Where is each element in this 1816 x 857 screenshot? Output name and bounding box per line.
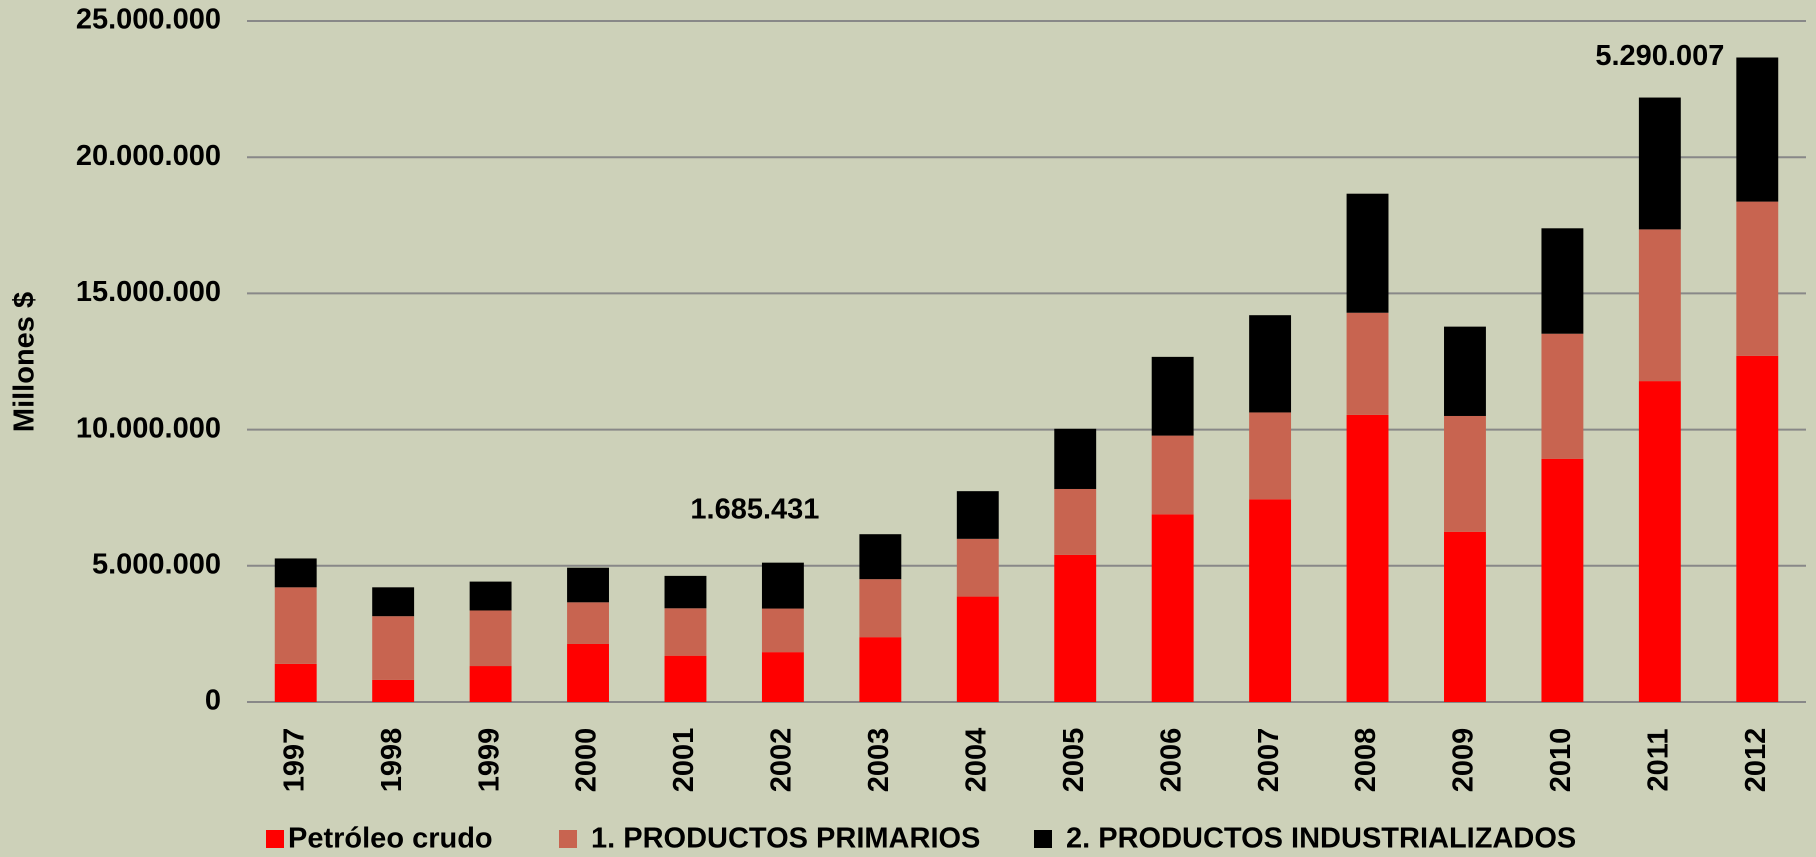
y-tick-label: 20.000.000 [76,140,221,172]
bar-segment [664,655,707,702]
bar-segment [1736,201,1779,356]
bar-segment [1736,57,1779,202]
legend-marker [559,830,577,848]
bar-segment [859,637,902,702]
data-label: 1.685.431 [690,493,819,525]
bar-segment [956,491,999,539]
x-tick-label: 2004 [960,728,992,793]
bar-segment [1444,415,1486,532]
bar-segment [567,643,609,702]
bar-segment [1541,458,1584,702]
legend-label: 1. PRODUCTOS PRIMARIOS [591,823,980,855]
bar-segment [372,679,415,702]
x-tick-label: 2008 [1350,728,1382,793]
x-tick-label: 1999 [473,728,505,793]
bar-segment [1541,228,1584,334]
bar-segment [1736,355,1779,702]
x-tick-label: 2005 [1058,728,1090,793]
x-tick-label: 2010 [1545,728,1577,793]
x-tick-label: 2000 [571,728,603,793]
y-axis-label: Millones $ [9,292,41,432]
bar-segment [1541,333,1584,459]
bar-segment [1249,315,1292,413]
bar-segment [859,534,902,580]
x-tick-label: 1997 [278,728,310,793]
bar-segment [274,587,317,664]
bar-segment [372,616,415,680]
y-tick-label: 25.000.000 [76,4,221,36]
bar-segment [1151,356,1194,436]
bar-segment [469,610,512,667]
bar-segment [761,652,804,702]
x-tick-label: 2012 [1740,728,1772,793]
y-tick-label: 10.000.000 [76,412,221,444]
bar-segment [956,538,999,597]
bar-segment [1054,488,1097,555]
y-tick-label: 5.000.000 [92,548,221,580]
bar-segment [1054,428,1097,489]
bar-segment [956,596,999,702]
bar-segment [761,562,804,609]
bar-segment [567,567,609,603]
bar-segment [1638,97,1681,230]
bar-segment [1054,554,1097,702]
bar-segment [274,558,317,588]
data-label: 5.290.007 [1595,40,1724,72]
x-tick-label: 2011 [1643,729,1675,792]
x-tick-label: 2003 [863,728,895,793]
bar-segment [859,579,902,638]
x-tick-label: 2006 [1155,728,1187,793]
bar-segment [372,587,415,617]
x-tick-label: 2002 [766,728,798,793]
bar-segment [274,663,317,702]
bar-segment [761,608,804,653]
bar-segment [1346,312,1389,415]
legend-marker [1034,830,1052,848]
bar-segment [1346,193,1389,313]
y-tick-label: 0 [205,685,221,717]
x-tick-label: 2001 [668,728,700,793]
bar-segment [1151,514,1194,702]
bar-segment [1638,381,1681,702]
legend-label: 2. PRODUCTOS INDUSTRIALIZADOS [1066,823,1576,855]
bar-segment [664,608,707,656]
bar-segment [567,602,609,644]
bar-segment [469,581,512,611]
bar-segment [1444,326,1486,416]
y-tick-label: 15.000.000 [76,276,221,308]
bar-segment [1249,412,1292,500]
legend-label: Petróleo crudo [288,823,493,855]
bar-segment [1444,531,1486,702]
x-tick-label: 1998 [376,728,408,793]
legend-marker [266,830,284,848]
bar-segment [469,666,512,702]
bar-segment [664,575,707,609]
bar-segment [1346,414,1389,702]
bar-segment [1638,229,1681,382]
x-tick-label: 2007 [1253,728,1285,793]
bar-segment [1151,435,1194,515]
bar-segment [1249,499,1292,702]
x-tick-label: 2009 [1448,728,1480,793]
